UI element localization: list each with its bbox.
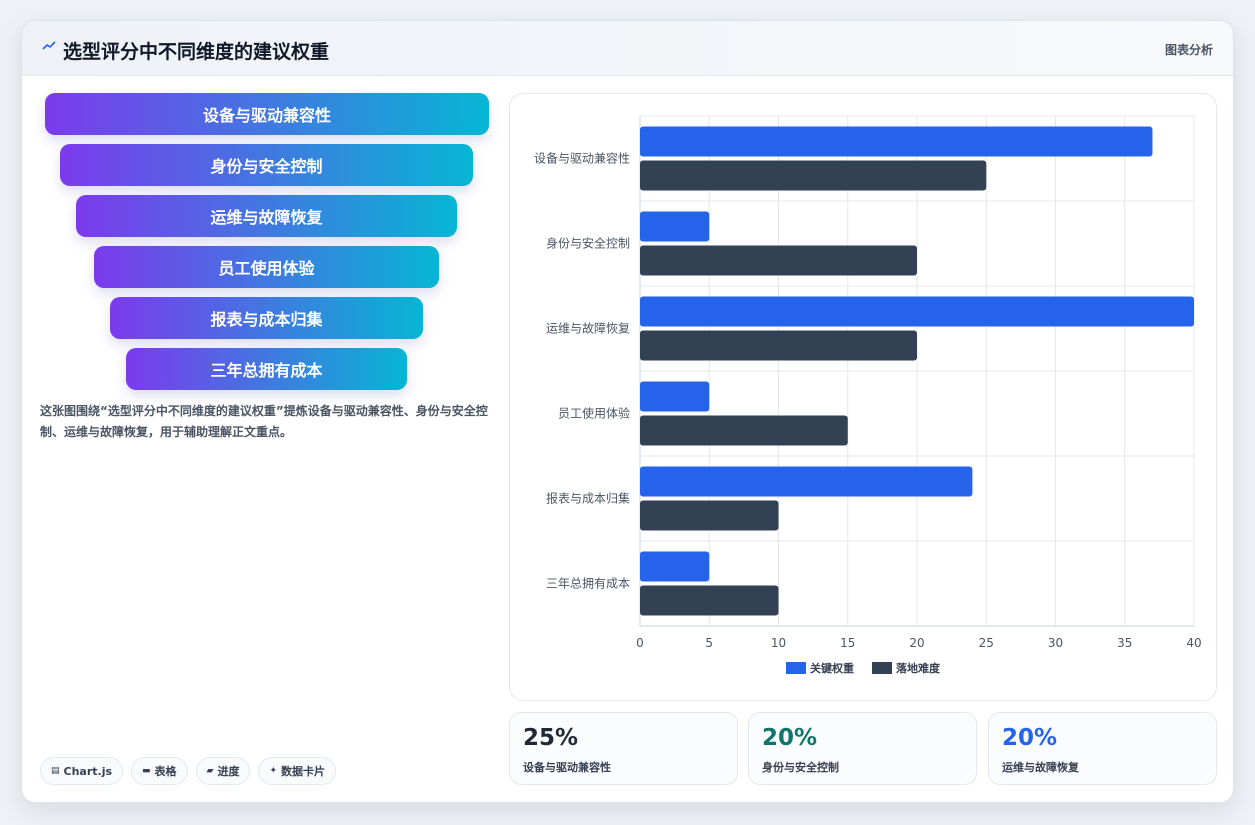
funnel-item: 员工使用体验 bbox=[94, 246, 439, 288]
funnel-item: 身份与安全控制 bbox=[60, 144, 473, 186]
y-tick-label: 员工使用体验 bbox=[558, 406, 630, 421]
bar bbox=[640, 126, 1153, 157]
bar bbox=[640, 466, 973, 497]
sparkle-icon: ✦ bbox=[269, 766, 278, 776]
stat-card: 20% 运维与故障恢复 bbox=[988, 712, 1217, 785]
x-tick-label: 25 bbox=[979, 636, 994, 650]
y-tick-label: 报表与成本归集 bbox=[546, 491, 630, 506]
stat-label: 设备与驱动兼容性 bbox=[523, 761, 611, 774]
chart-icon: ▤ bbox=[51, 766, 60, 776]
bar bbox=[640, 211, 710, 242]
chart-panel: 设备与驱动兼容性身份与安全控制 运维与故障恢复员工使用体验报表与成本归集 三年总拥有… bbox=[509, 93, 1217, 701]
page-title: 选型评分中不同维度的建议权重 bbox=[63, 41, 330, 63]
stat-value: 20% bbox=[762, 725, 818, 751]
chip-progress[interactable]: ▰ 进度 bbox=[195, 757, 251, 785]
x-tick-label: 20 bbox=[909, 636, 924, 650]
table-icon: ▬ bbox=[142, 766, 151, 776]
stat-value: 25% bbox=[523, 725, 579, 751]
x-tick-label: 40 bbox=[1186, 636, 1201, 650]
x-tick-label: 0 bbox=[636, 636, 644, 650]
y-tick-label: 设备与驱动兼容性 bbox=[534, 151, 630, 166]
bar bbox=[640, 381, 710, 412]
stat-label: 运维与故障恢复 bbox=[1002, 761, 1079, 774]
x-tick-label: 15 bbox=[840, 636, 855, 650]
legend-swatch bbox=[872, 662, 892, 674]
chip-label: 数据卡片 bbox=[281, 765, 326, 778]
trend-icon bbox=[42, 41, 56, 50]
funnel-item: 报表与成本归集 bbox=[110, 297, 423, 339]
progress-icon: ▰ bbox=[206, 766, 214, 776]
chip-label: 表格 bbox=[154, 765, 177, 778]
y-tick-label: 身份与安全控制 bbox=[546, 236, 630, 251]
bar bbox=[640, 245, 917, 276]
chip-chartjs[interactable]: ▤ Chart.js bbox=[40, 757, 124, 785]
bar bbox=[640, 296, 1194, 327]
bar bbox=[640, 330, 917, 361]
chip-data-card[interactable]: ✦ 数据卡片 bbox=[258, 757, 337, 785]
report-card: 选型评分中不同维度的建议权重 图表分析 设备与驱动兼容性 身份与安全控制 运维与… bbox=[21, 20, 1234, 803]
bar bbox=[640, 415, 848, 446]
stat-value: 20% bbox=[1002, 725, 1058, 751]
legend-swatch bbox=[786, 662, 806, 674]
bar bbox=[640, 160, 987, 191]
bar bbox=[640, 500, 779, 531]
chart-analysis-tag: 图表分析 bbox=[1164, 43, 1213, 57]
bar bbox=[640, 585, 779, 616]
y-tick-label: 三年总拥有成本 bbox=[546, 577, 630, 591]
funnel-item: 设备与驱动兼容性 bbox=[45, 93, 489, 135]
chip-label: 进度 bbox=[217, 765, 240, 778]
x-tick-label: 5 bbox=[705, 636, 713, 650]
stat-card: 20% 身份与安全控制 bbox=[748, 712, 977, 785]
chart-description: 这张图围绕“选型评分中不同维度的建议权重”提炼设备与驱动兼容性、身份与安全控制、… bbox=[40, 404, 488, 439]
chip-table[interactable]: ▬ 表格 bbox=[131, 757, 188, 785]
tool-chips: ▤ Chart.js ▬ 表格 ▰ 进度 ✦ 数据卡片 bbox=[40, 757, 337, 785]
bar bbox=[640, 551, 710, 582]
y-tick-label: 运维与故障恢复 bbox=[546, 321, 630, 336]
x-tick-label: 10 bbox=[771, 636, 786, 650]
funnel-item: 三年总拥有成本 bbox=[126, 348, 407, 390]
stat-card: 25% 设备与驱动兼容性 bbox=[509, 712, 738, 785]
x-tick-label: 30 bbox=[1048, 636, 1063, 650]
chip-label: Chart.js bbox=[63, 764, 113, 778]
x-tick-label: 35 bbox=[1117, 636, 1132, 650]
funnel-item: 运维与故障恢复 bbox=[76, 195, 457, 237]
legend-label: 关键权重 bbox=[810, 661, 854, 675]
stat-label: 身份与安全控制 bbox=[762, 761, 839, 774]
header: 选型评分中不同维度的建议权重 图表分析 bbox=[22, 21, 1233, 76]
bar-chart: 设备与驱动兼容性身份与安全控制运维与故障恢复员工使用体验报表与成本归集三年总拥有… bbox=[534, 115, 1202, 675]
legend-label: 落地难度 bbox=[896, 661, 941, 675]
